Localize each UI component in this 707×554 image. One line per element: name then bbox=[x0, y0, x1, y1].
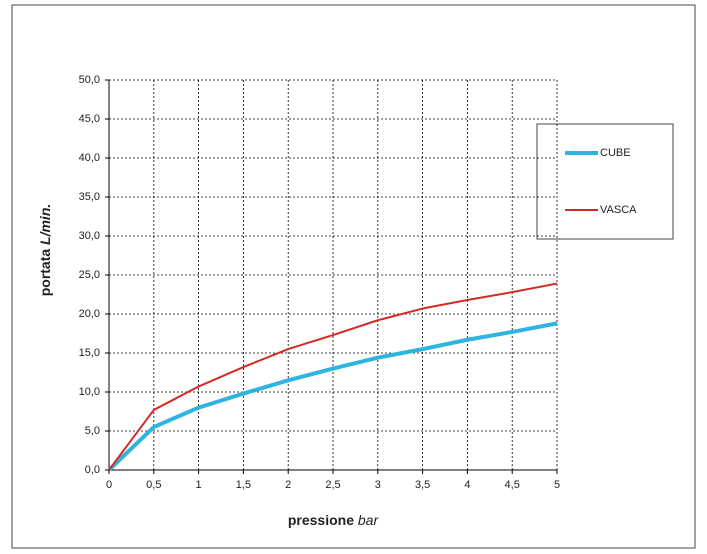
y-tick-label: 15,0 bbox=[79, 347, 100, 359]
y-tick-label: 35,0 bbox=[79, 191, 100, 203]
x-tick-label: 0,5 bbox=[146, 479, 161, 491]
frame bbox=[11, 4, 696, 549]
x-tick-label: 3,5 bbox=[415, 479, 430, 491]
x-tick-label: 4,5 bbox=[505, 479, 520, 491]
y-label-unit: L/min. bbox=[37, 204, 53, 245]
y-tick-label: 40,0 bbox=[79, 152, 100, 164]
y-tick-label: 45,0 bbox=[79, 113, 100, 125]
x-tick-label: 4 bbox=[464, 479, 470, 491]
x-tick-label: 0 bbox=[106, 479, 112, 491]
x-tick-label: 1,5 bbox=[236, 479, 251, 491]
series-line bbox=[107, 321, 558, 472]
x-tick-label: 3 bbox=[375, 479, 381, 491]
legend-label: VASCA bbox=[600, 204, 637, 216]
x-label: pressione bbox=[288, 512, 354, 528]
y-tick-label: 5,0 bbox=[85, 425, 100, 437]
y-tick-label: 30,0 bbox=[79, 230, 100, 242]
y-label: portata bbox=[37, 249, 53, 297]
y-tick-label: 20,0 bbox=[79, 308, 100, 320]
y-axis-title: portata L/min. bbox=[37, 204, 53, 297]
legend-label: CUBE bbox=[600, 147, 631, 159]
x-tick-label: 2,5 bbox=[325, 479, 340, 491]
x-label-unit: bar bbox=[358, 512, 380, 528]
x-tick-label: 2 bbox=[285, 479, 291, 491]
y-tick-label: 10,0 bbox=[79, 386, 100, 398]
y-tick-label: 50,0 bbox=[79, 74, 100, 86]
y-tick-label: 25,0 bbox=[79, 269, 100, 281]
y-tick-label: 0,0 bbox=[85, 464, 100, 476]
legend-box bbox=[536, 123, 674, 240]
x-tick-label: 1 bbox=[196, 479, 202, 491]
series-line bbox=[108, 282, 558, 471]
x-axis-title: pressione bar bbox=[288, 512, 380, 528]
x-tick-label: 5 bbox=[554, 479, 560, 491]
